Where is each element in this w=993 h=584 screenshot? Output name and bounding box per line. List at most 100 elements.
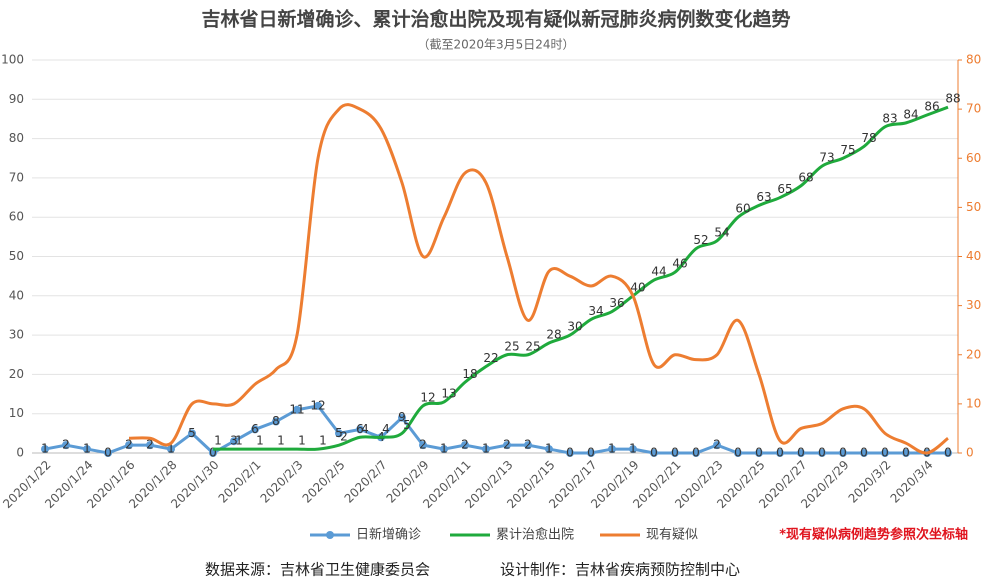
data-label: 0 bbox=[839, 446, 847, 460]
point bbox=[335, 429, 343, 438]
data-label: 1 bbox=[319, 434, 327, 448]
y-tick-label: 10 bbox=[9, 406, 24, 420]
data-label: 5 bbox=[188, 426, 196, 440]
data-label: 54 bbox=[714, 225, 729, 239]
y2-tick-label: 80 bbox=[966, 53, 981, 67]
data-label: 1 bbox=[167, 442, 175, 456]
data-label: 2 bbox=[713, 438, 721, 452]
chart-title: 吉林省日新增确诊、累计治愈出院及现有疑似新冠肺炎病例数变化趋势 bbox=[201, 8, 790, 31]
x-tick-label: 2020/2/1 bbox=[216, 458, 264, 506]
point bbox=[860, 449, 868, 457]
point bbox=[587, 449, 595, 457]
data-label: 1 bbox=[235, 434, 243, 448]
point bbox=[146, 441, 154, 450]
data-label: 44 bbox=[651, 265, 666, 279]
data-label: 75 bbox=[840, 143, 855, 157]
data-label: 25 bbox=[504, 339, 519, 353]
x-tick-label: 2020/2/5 bbox=[300, 458, 348, 506]
point bbox=[41, 445, 49, 454]
point bbox=[566, 449, 574, 457]
point bbox=[671, 449, 679, 457]
source: 数据来源：吉林省卫生健康委员会 bbox=[205, 561, 430, 579]
point bbox=[209, 449, 217, 457]
point bbox=[503, 441, 511, 450]
point bbox=[272, 417, 280, 426]
data-label: 12 bbox=[310, 398, 325, 412]
point bbox=[524, 441, 532, 450]
legend-label: 日新增确诊 bbox=[356, 527, 421, 543]
data-label: 88 bbox=[945, 92, 960, 106]
point bbox=[545, 445, 553, 454]
data-label: 0 bbox=[881, 446, 889, 460]
data-label: 13 bbox=[441, 386, 456, 400]
y-tick-label: 40 bbox=[9, 288, 24, 302]
point bbox=[251, 425, 259, 434]
data-label: 0 bbox=[818, 446, 826, 460]
data-label: 3 bbox=[230, 434, 238, 448]
data-label: 1 bbox=[629, 442, 637, 456]
point bbox=[482, 445, 490, 454]
point bbox=[461, 441, 469, 450]
data-label: 2 bbox=[340, 430, 348, 444]
point bbox=[797, 449, 805, 457]
point bbox=[62, 441, 70, 450]
data-label: 0 bbox=[902, 446, 910, 460]
data-label: 1 bbox=[608, 442, 616, 456]
point bbox=[944, 449, 952, 457]
data-label: 22 bbox=[483, 351, 498, 365]
point bbox=[398, 413, 406, 422]
designer: 设计制作：吉林省疾病预防控制中心 bbox=[500, 561, 740, 579]
point bbox=[629, 445, 637, 454]
data-label: 6 bbox=[251, 422, 259, 436]
data-label: 0 bbox=[755, 446, 763, 460]
y-tick-label: 20 bbox=[9, 367, 24, 381]
data-label: 4 bbox=[382, 422, 390, 436]
point bbox=[188, 429, 196, 438]
data-label: 0 bbox=[587, 446, 595, 460]
data-label: 1 bbox=[482, 442, 490, 456]
y-tick-label: 100 bbox=[1, 53, 24, 67]
y-tick-label: 30 bbox=[9, 328, 24, 342]
data-label: 2 bbox=[461, 438, 469, 452]
y2-tick-label: 0 bbox=[966, 446, 974, 460]
data-label: 1 bbox=[545, 442, 553, 456]
data-label: 6 bbox=[356, 422, 364, 436]
data-label: 2 bbox=[62, 438, 70, 452]
x-tick-label: 2020/2/7 bbox=[342, 458, 390, 506]
data-label: 46 bbox=[672, 257, 687, 271]
y-tick-label: 70 bbox=[9, 170, 24, 184]
data-label: 4 bbox=[361, 422, 369, 436]
data-label: 34 bbox=[588, 304, 603, 318]
legend-label: 现有疑似 bbox=[646, 527, 698, 543]
data-label: 0 bbox=[650, 446, 658, 460]
data-label: 2 bbox=[125, 438, 133, 452]
data-label: 18 bbox=[462, 367, 477, 381]
point bbox=[650, 449, 658, 457]
point bbox=[755, 449, 763, 457]
point bbox=[230, 437, 238, 446]
data-label: 0 bbox=[734, 446, 742, 460]
data-label: 5 bbox=[403, 418, 411, 432]
point bbox=[440, 445, 448, 454]
point bbox=[104, 449, 112, 457]
y-tick-label: 90 bbox=[9, 92, 24, 106]
legend-label: 累计治愈出院 bbox=[496, 528, 574, 543]
data-label: 0 bbox=[671, 446, 679, 460]
data-label: 1 bbox=[440, 442, 448, 456]
data-label: 0 bbox=[692, 446, 700, 460]
data-label: 0 bbox=[566, 446, 574, 460]
data-label: 60 bbox=[735, 202, 750, 216]
data-label: 0 bbox=[860, 446, 868, 460]
point bbox=[167, 445, 175, 454]
data-label: 1 bbox=[214, 434, 222, 448]
y2-tick-label: 20 bbox=[966, 347, 981, 361]
annotation: *现有疑似病例趋势参照次坐标轴 bbox=[779, 527, 968, 543]
point bbox=[125, 441, 133, 450]
y2-tick-label: 30 bbox=[966, 298, 981, 312]
data-label: 0 bbox=[776, 446, 784, 460]
data-label: 86 bbox=[924, 100, 939, 114]
data-label: 65 bbox=[777, 182, 792, 196]
y2-tick-label: 50 bbox=[966, 200, 981, 214]
y-tick-label: 80 bbox=[9, 131, 24, 145]
